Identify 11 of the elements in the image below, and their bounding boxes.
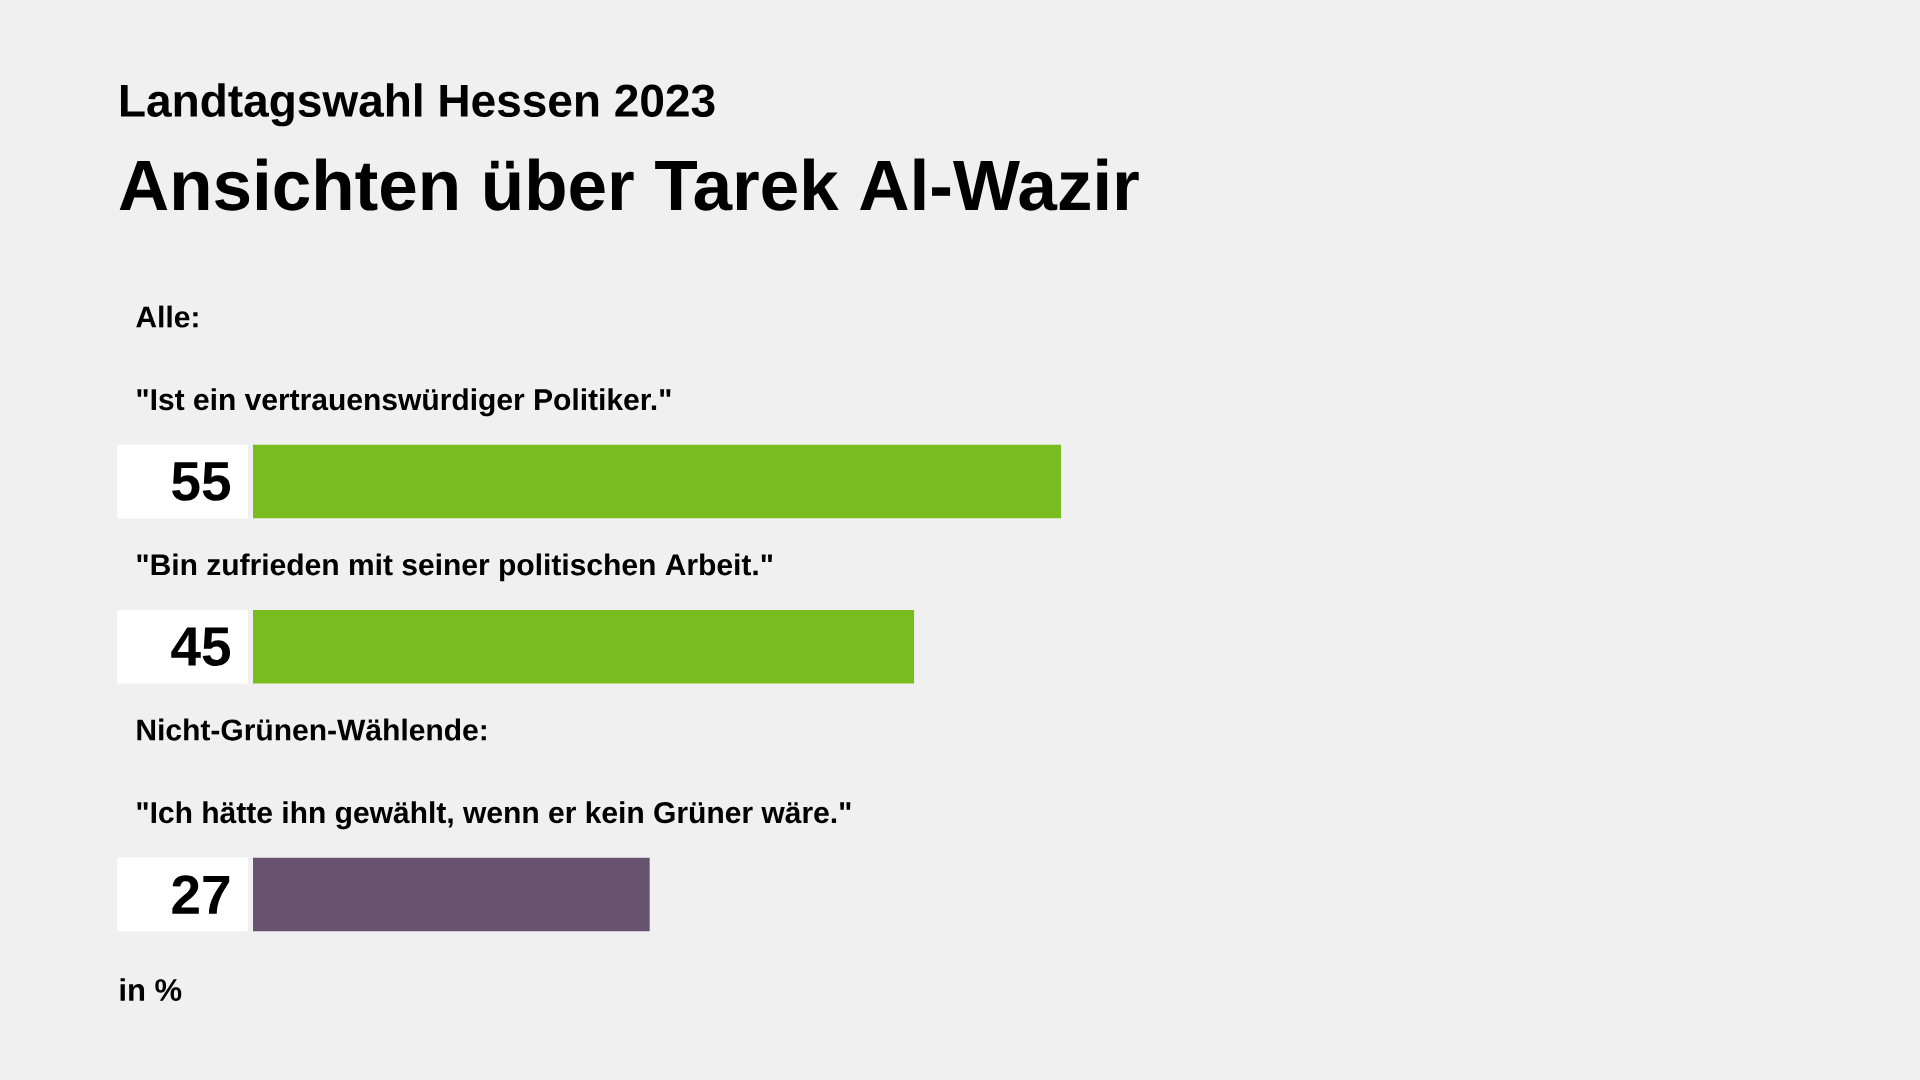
y-tick-label: "Bin zufrieden mit seiner politischen Arbeit." <box>137 553 772 582</box>
data-label: 45 <box>171 627 231 666</box>
y-tick-label: "Ist ein vertrauenswürdiger Politiker." <box>137 388 671 417</box>
data-label: 27 <box>172 875 230 914</box>
chart-title: Ansichten über Tarek Al-Wazir <box>119 158 1139 211</box>
chart-subtitle: Landtagswahl Hessen 2023 <box>120 83 715 127</box>
text: Alle: <box>136 305 198 328</box>
text: in % <box>120 978 182 1001</box>
y-tick-label: "Ich hätte ihn gewählt, wenn er kein Grüner wäre." <box>137 801 851 830</box>
data-label: 55 <box>172 462 231 501</box>
annotation: Nicht-Grünen-Wählende: <box>137 718 486 741</box>
